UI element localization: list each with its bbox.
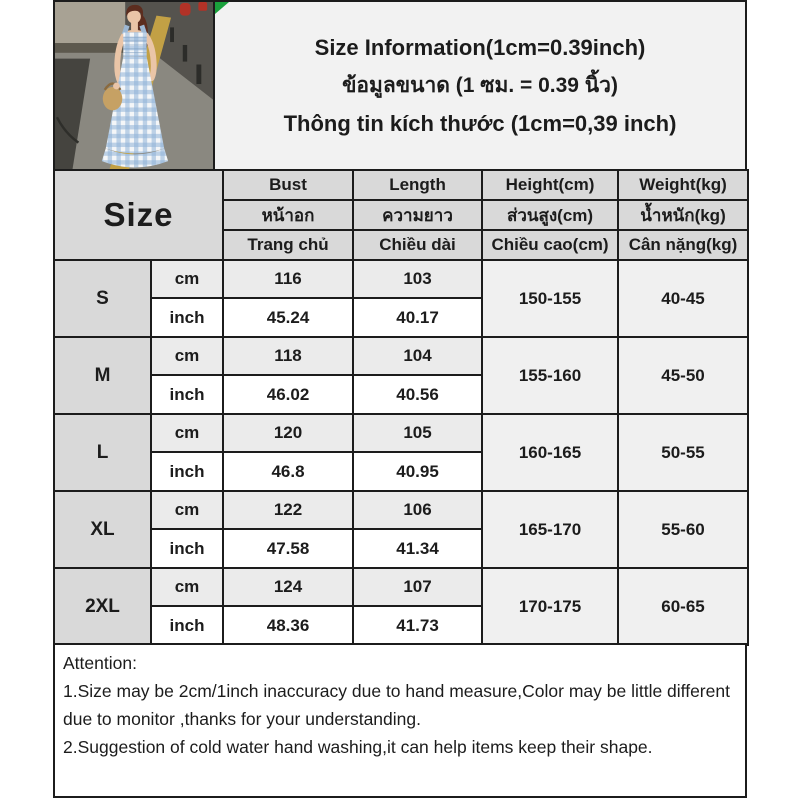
header-length-th: ความยาว	[352, 199, 484, 231]
length-value: 40.17	[352, 297, 484, 338]
table-row: inch 45.24 40.17	[54, 297, 748, 338]
table-row: 2XL cm 124 107 170-175 60-65	[53, 567, 750, 646]
attention-note-2: 2.Suggestion of cold water hand washing,…	[63, 737, 653, 757]
header-height-th: ส่วนสูง(cm)	[481, 199, 620, 231]
weight-range: 50-55	[617, 413, 750, 492]
height-range: 170-175	[481, 567, 620, 646]
length-value: 41.34	[352, 528, 484, 569]
table-row: S cm 116 103 150-155 40-45	[53, 259, 750, 338]
length-value: 40.56	[352, 374, 484, 415]
weight-range: 55-60	[617, 490, 750, 569]
weight-range: 40-45	[617, 259, 750, 338]
header-weight-th: น้ำหนัก(kg)	[617, 199, 750, 231]
length-value: 106	[352, 490, 484, 530]
unit-label: inch	[149, 605, 225, 646]
weight-range: 45-50	[617, 336, 750, 415]
bust-value: 118	[222, 336, 355, 376]
bust-value: 116	[222, 259, 355, 299]
header-bust-vi: Trang chủ	[222, 229, 355, 261]
size-chart-table: Size Bust Length Height(cm) Weight(kg) ห…	[52, 169, 750, 646]
length-value: 41.73	[352, 605, 484, 646]
header-weight-en: Weight(kg)	[617, 169, 750, 201]
header-height-vi: Chiều cao(cm)	[481, 229, 620, 261]
size-label: XL	[53, 490, 152, 569]
header-bust-th: หน้าอก	[222, 199, 355, 231]
title-thai: ข้อมูลขนาด (1 ซม. = 0.39 นิ้ว)	[342, 73, 618, 97]
size-header: Size	[52, 169, 225, 261]
unit-label: cm	[149, 336, 225, 376]
size-label: M	[53, 336, 152, 415]
height-range: 150-155	[481, 259, 620, 338]
table-row: inch 47.58 41.34	[54, 528, 748, 569]
length-value: 107	[352, 567, 484, 607]
bust-value: 47.58	[222, 528, 355, 569]
length-value: 103	[352, 259, 484, 299]
table-row: inch 46.8 40.95	[54, 451, 748, 492]
unit-label: inch	[149, 297, 225, 338]
unit-label: inch	[149, 528, 225, 569]
unit-label: cm	[149, 413, 225, 453]
bust-value: 48.36	[222, 605, 355, 646]
bust-value: 46.8	[222, 451, 355, 492]
table-row: inch 46.02 40.56	[54, 374, 748, 415]
header-bust-en: Bust	[222, 169, 355, 201]
bust-value: 122	[222, 490, 355, 530]
unit-label: inch	[149, 374, 225, 415]
bust-value: 46.02	[222, 374, 355, 415]
product-photo	[53, 0, 215, 171]
length-value: 105	[352, 413, 484, 453]
size-label: 2XL	[53, 567, 152, 646]
title-block: Size Information(1cm=0.39inch) ข้อมูลขนา…	[213, 0, 747, 171]
bust-value: 120	[222, 413, 355, 453]
header-length-en: Length	[352, 169, 484, 201]
attention-box: Attention: 1.Size may be 2cm/1inch inacc…	[53, 643, 747, 798]
height-range: 160-165	[481, 413, 620, 492]
unit-label: cm	[149, 490, 225, 530]
height-range: 165-170	[481, 490, 620, 569]
title-vietnamese: Thông tin kích thước (1cm=0,39 inch)	[283, 110, 677, 136]
attention-note-1: 1.Size may be 2cm/1inch inaccuracy due t…	[63, 681, 730, 729]
size-label: L	[53, 413, 152, 492]
header-weight-vi: Cân nặng(kg)	[617, 229, 750, 261]
table-row: L cm 120 105 160-165 50-55	[53, 413, 750, 492]
bust-value: 124	[222, 567, 355, 607]
header-length-vi: Chiều dài	[352, 229, 484, 261]
title-english: Size Information(1cm=0.39inch)	[314, 34, 646, 60]
bust-value: 45.24	[222, 297, 355, 338]
attention-heading: Attention:	[63, 653, 137, 673]
table-row: M cm 118 104 155-160 45-50	[53, 336, 750, 415]
weight-range: 60-65	[617, 567, 750, 646]
unit-label: cm	[149, 567, 225, 607]
header-height-en: Height(cm)	[481, 169, 620, 201]
unit-label: inch	[149, 451, 225, 492]
table-row: XL cm 122 106 165-170 55-60	[53, 490, 750, 569]
size-label: S	[53, 259, 152, 338]
height-range: 155-160	[481, 336, 620, 415]
length-value: 104	[352, 336, 484, 376]
corner-marker-icon	[215, 2, 229, 14]
product-photo-illustration	[55, 2, 213, 169]
unit-label: cm	[149, 259, 225, 299]
length-value: 40.95	[352, 451, 484, 492]
